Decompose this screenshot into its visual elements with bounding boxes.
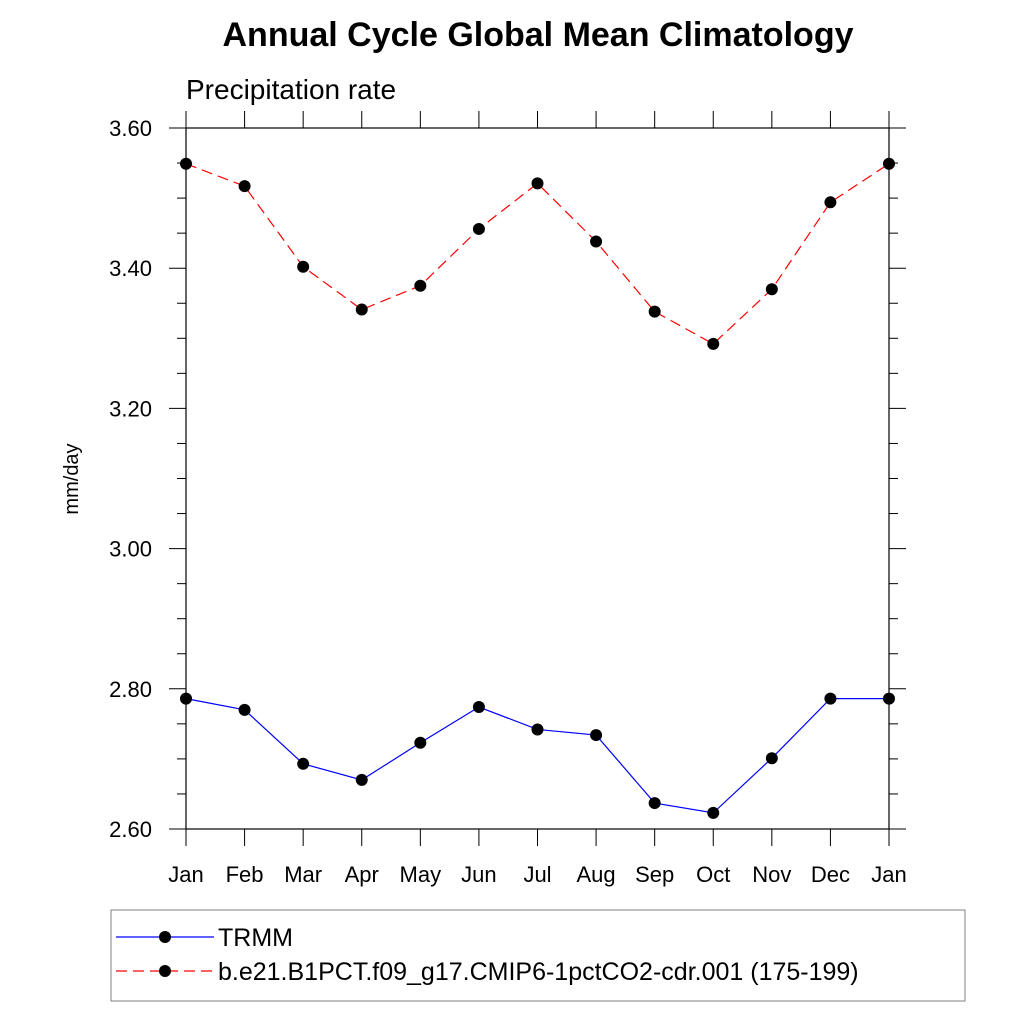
legend-label-1: b.e21.B1PCT.f09_g17.CMIP6-1pctCO2-cdr.00… [218, 958, 859, 986]
data-point-series-0 [883, 692, 895, 705]
legend-marker-0 [159, 931, 171, 943]
legend: TRMM b.e21.B1PCT.f09_g17.CMIP6-1pctCO2-cd… [110, 909, 966, 1002]
x-tick-label: Oct [696, 862, 730, 887]
data-point-series-0 [590, 729, 603, 742]
data-point-series-1 [590, 235, 603, 248]
data-point-series-0 [180, 692, 192, 705]
data-point-series-0 [648, 797, 661, 810]
y-tick-label: 3.00 [109, 537, 152, 562]
x-tick-label: Nov [752, 862, 791, 887]
x-tick-label: Aug [577, 862, 616, 887]
y-tick-label: 3.20 [109, 396, 152, 421]
data-point-series-1 [707, 337, 720, 350]
y-axis-label: mm/day [61, 443, 83, 514]
data-point-series-0 [472, 701, 485, 714]
data-point-series-1 [238, 180, 251, 193]
x-tick-label: Jun [461, 862, 496, 887]
y-tick-label: 3.60 [109, 116, 152, 141]
data-point-series-1 [297, 260, 310, 273]
series-line-0 [185, 698, 889, 814]
data-point-series-1 [883, 157, 895, 170]
data-point-series-0 [414, 736, 427, 749]
data-point-series-0 [355, 773, 368, 786]
x-tick-label: Mar [284, 862, 322, 887]
x-tick-label: Apr [345, 862, 379, 887]
data-point-series-0 [238, 703, 251, 716]
data-point-series-1 [824, 196, 837, 209]
y-tick-label: 2.60 [109, 817, 152, 842]
data-point-series-1 [531, 177, 544, 190]
data-point-series-1 [765, 283, 778, 296]
plot-area: 2.60 2.80 3.00 3.20 3.40 3.60 Jan Feb Mar Apr May J… [109, 111, 907, 887]
x-tick-label: Dec [811, 862, 850, 887]
data-point-series-0 [297, 757, 310, 770]
x-tick-label: Feb [226, 862, 264, 887]
legend-marker-1 [159, 965, 171, 977]
data-point-series-1 [472, 222, 485, 235]
data-point-series-1 [355, 303, 368, 316]
data-point-series-0 [765, 752, 778, 765]
data-point-series-1 [414, 279, 427, 292]
chart-title: Annual Cycle Global Mean Climatology [223, 16, 854, 54]
data-point-series-0 [531, 723, 544, 736]
data-point-series-0 [824, 692, 837, 705]
x-tick-label: Jan [871, 862, 906, 887]
data-point-series-1 [180, 157, 192, 170]
x-tick-label: Sep [635, 862, 674, 887]
y-tick-label: 2.80 [109, 677, 152, 702]
series-line-1 [185, 163, 890, 345]
x-tick-label: Jul [523, 862, 551, 887]
legend-label-0: TRMM [218, 924, 293, 952]
data-point-series-1 [648, 305, 661, 318]
x-tick-label: May [400, 862, 442, 887]
data-point-series-0 [707, 806, 720, 819]
legend-box [110, 909, 966, 1002]
y-tick-label: 3.40 [109, 256, 152, 281]
x-tick-label: Jan [168, 862, 203, 887]
chart-subtitle: Precipitation rate [186, 74, 396, 105]
